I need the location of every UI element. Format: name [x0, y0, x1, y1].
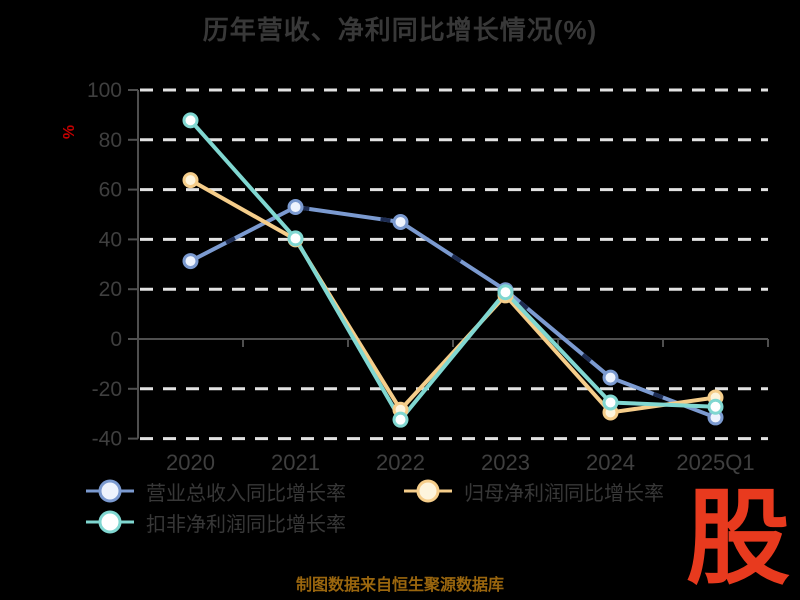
svg-text:0: 0: [110, 328, 122, 351]
data-point-marker: [182, 253, 199, 270]
data-point-marker: [497, 284, 514, 301]
data-point-marker: [392, 213, 409, 230]
stock-logo: 股: [686, 481, 791, 597]
legend-label-revenue: 营业总收入同比增长率: [146, 482, 346, 505]
data-point-marker: [182, 112, 199, 129]
legend-label-deducted-profit: 扣非净利润同比增长率: [146, 513, 346, 536]
svg-text:2024: 2024: [586, 450, 635, 475]
svg-text:20: 20: [99, 278, 122, 301]
data-source-note: 制图数据来自恒生聚源数据库: [295, 577, 504, 594]
legend-marker-net-profit-icon: [404, 479, 452, 503]
chart-title: 历年营收、净利同比增长情况(%): [202, 15, 598, 45]
svg-text:2023: 2023: [481, 450, 530, 475]
series-line-deducted-profit: [188, 118, 718, 422]
legend-marker-deducted-profit-icon: [86, 510, 134, 534]
svg-text:-20: -20: [92, 378, 122, 401]
svg-text:2020: 2020: [166, 450, 215, 475]
data-point-marker: [182, 172, 199, 189]
data-point-marker: [392, 411, 409, 428]
svg-text:2021: 2021: [271, 450, 320, 475]
legend-marker-revenue-icon: [86, 479, 134, 503]
svg-text:80: 80: [99, 129, 122, 152]
data-point-marker: [707, 398, 724, 415]
series-line-net-profit: [188, 178, 718, 415]
legend-item-deducted-profit-growth[interactable]: 扣非净利润同比增长率: [86, 508, 346, 536]
legend-item-revenue-growth[interactable]: 营业总收入同比增长率: [86, 477, 346, 505]
svg-text:-40: -40: [92, 428, 122, 451]
svg-text:100: 100: [87, 79, 122, 102]
series-line-revenue: [188, 205, 718, 420]
series-line-revenue-dash-overlay: [189, 204, 717, 420]
data-point-marker: [602, 394, 619, 411]
legend-label-net-profit: 归母净利润同比增长率: [464, 482, 664, 505]
data-point-marker: [287, 230, 304, 247]
y-axis-unit-label: %: [61, 125, 78, 139]
legend-item-net-profit-growth[interactable]: 归母净利润同比增长率: [404, 477, 664, 505]
data-point-marker: [287, 199, 304, 216]
svg-text:60: 60: [99, 179, 122, 202]
gridlines: 100 80 60 40 20 0 -20 -40: [87, 79, 768, 451]
svg-text:2022: 2022: [376, 450, 425, 475]
svg-text:2025Q1: 2025Q1: [676, 450, 754, 475]
svg-text:40: 40: [99, 228, 122, 251]
data-point-marker: [602, 369, 619, 386]
